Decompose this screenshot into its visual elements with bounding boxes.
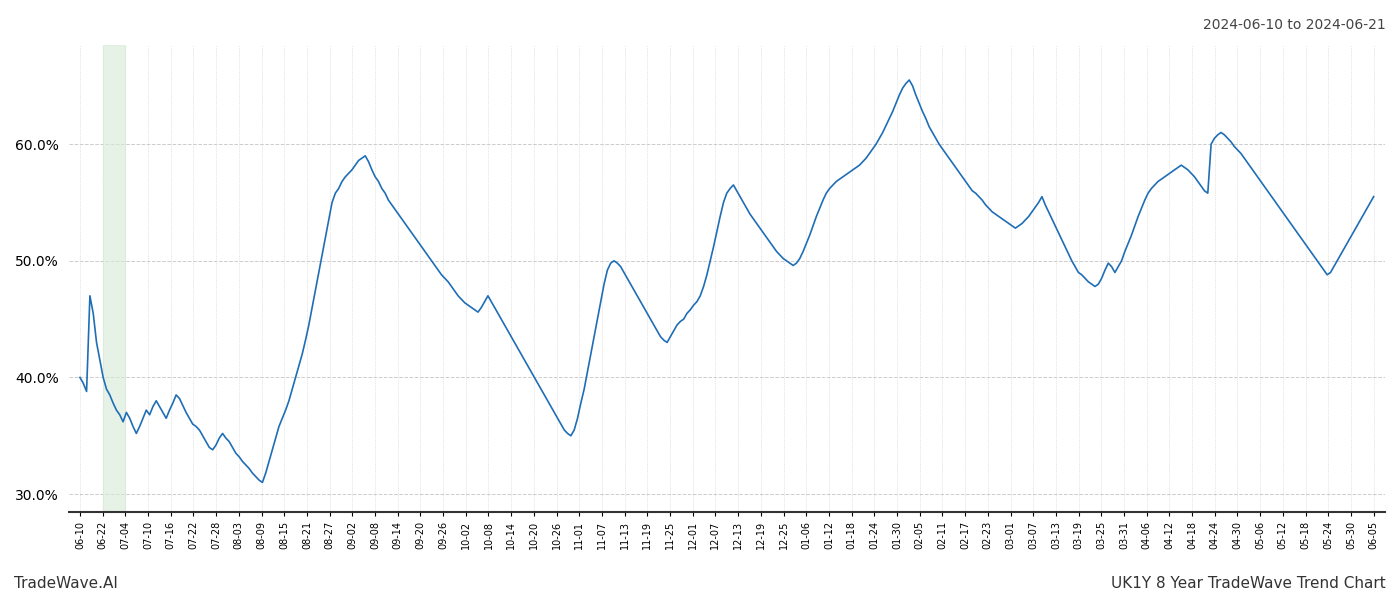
- Text: UK1Y 8 Year TradeWave Trend Chart: UK1Y 8 Year TradeWave Trend Chart: [1112, 576, 1386, 591]
- Bar: [102, 45, 126, 512]
- Text: 2024-06-10 to 2024-06-21: 2024-06-10 to 2024-06-21: [1203, 18, 1386, 32]
- Text: TradeWave.AI: TradeWave.AI: [14, 576, 118, 591]
